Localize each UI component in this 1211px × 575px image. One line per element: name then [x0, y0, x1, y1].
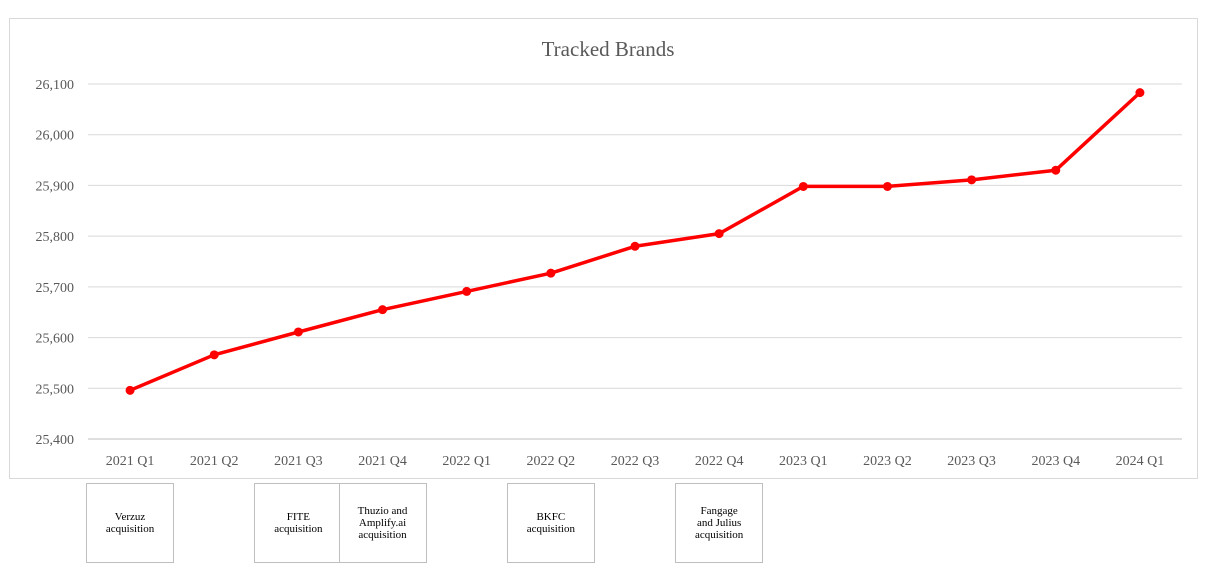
data-point	[714, 229, 724, 239]
x-tick-label: 2021 Q3	[274, 454, 323, 469]
x-tick-label: 2021 Q2	[190, 454, 239, 469]
y-tick-label: 25,600	[36, 332, 75, 347]
annotation-box: BKFC acquisition	[506, 483, 595, 563]
annotation-box: FITE acquisition	[254, 483, 343, 563]
data-point	[1051, 165, 1061, 175]
data-point	[293, 327, 303, 337]
chart-title: Tracked Brands	[542, 37, 675, 61]
y-tick-label: 26,100	[36, 78, 75, 93]
x-tick-label: 2023 Q1	[779, 454, 828, 469]
data-point	[125, 385, 135, 395]
y-tick-label: 25,900	[36, 179, 75, 194]
data-point	[798, 181, 808, 191]
chart-frame	[9, 18, 1198, 479]
data-point	[967, 175, 977, 185]
x-tick-label: 2022 Q2	[527, 454, 576, 469]
y-tick-label: 26,000	[36, 129, 75, 144]
x-tick-label: 2023 Q2	[863, 454, 912, 469]
y-tick-label: 25,700	[36, 281, 75, 296]
x-tick-label: 2021 Q1	[106, 454, 155, 469]
data-point	[462, 286, 472, 296]
y-tick-label: 25,500	[36, 382, 75, 397]
data-point	[1135, 88, 1145, 98]
x-tick-label: 2022 Q4	[695, 454, 744, 469]
annotation-box: Fangage and Julius acquisition	[675, 483, 764, 563]
x-tick-label: 2022 Q3	[611, 454, 660, 469]
x-tick-label: 2021 Q4	[358, 454, 407, 469]
data-point	[630, 241, 640, 251]
x-tick-label: 2023 Q4	[1031, 454, 1080, 469]
series-line	[129, 91, 1142, 392]
data-point	[209, 350, 219, 360]
annotation-box: Thuzio and Amplify.ai acquisition	[338, 483, 427, 563]
annotation-box: Verzuz acquisition	[86, 483, 175, 563]
x-tick-label: 2023 Q3	[947, 454, 996, 469]
data-point	[546, 268, 556, 278]
data-point	[378, 305, 388, 315]
x-tick-label: 2024 Q1	[1116, 454, 1165, 469]
data-point	[882, 181, 892, 191]
y-tick-label: 25,400	[36, 433, 75, 448]
y-tick-label: 25,800	[36, 230, 75, 245]
x-tick-label: 2022 Q1	[442, 454, 491, 469]
